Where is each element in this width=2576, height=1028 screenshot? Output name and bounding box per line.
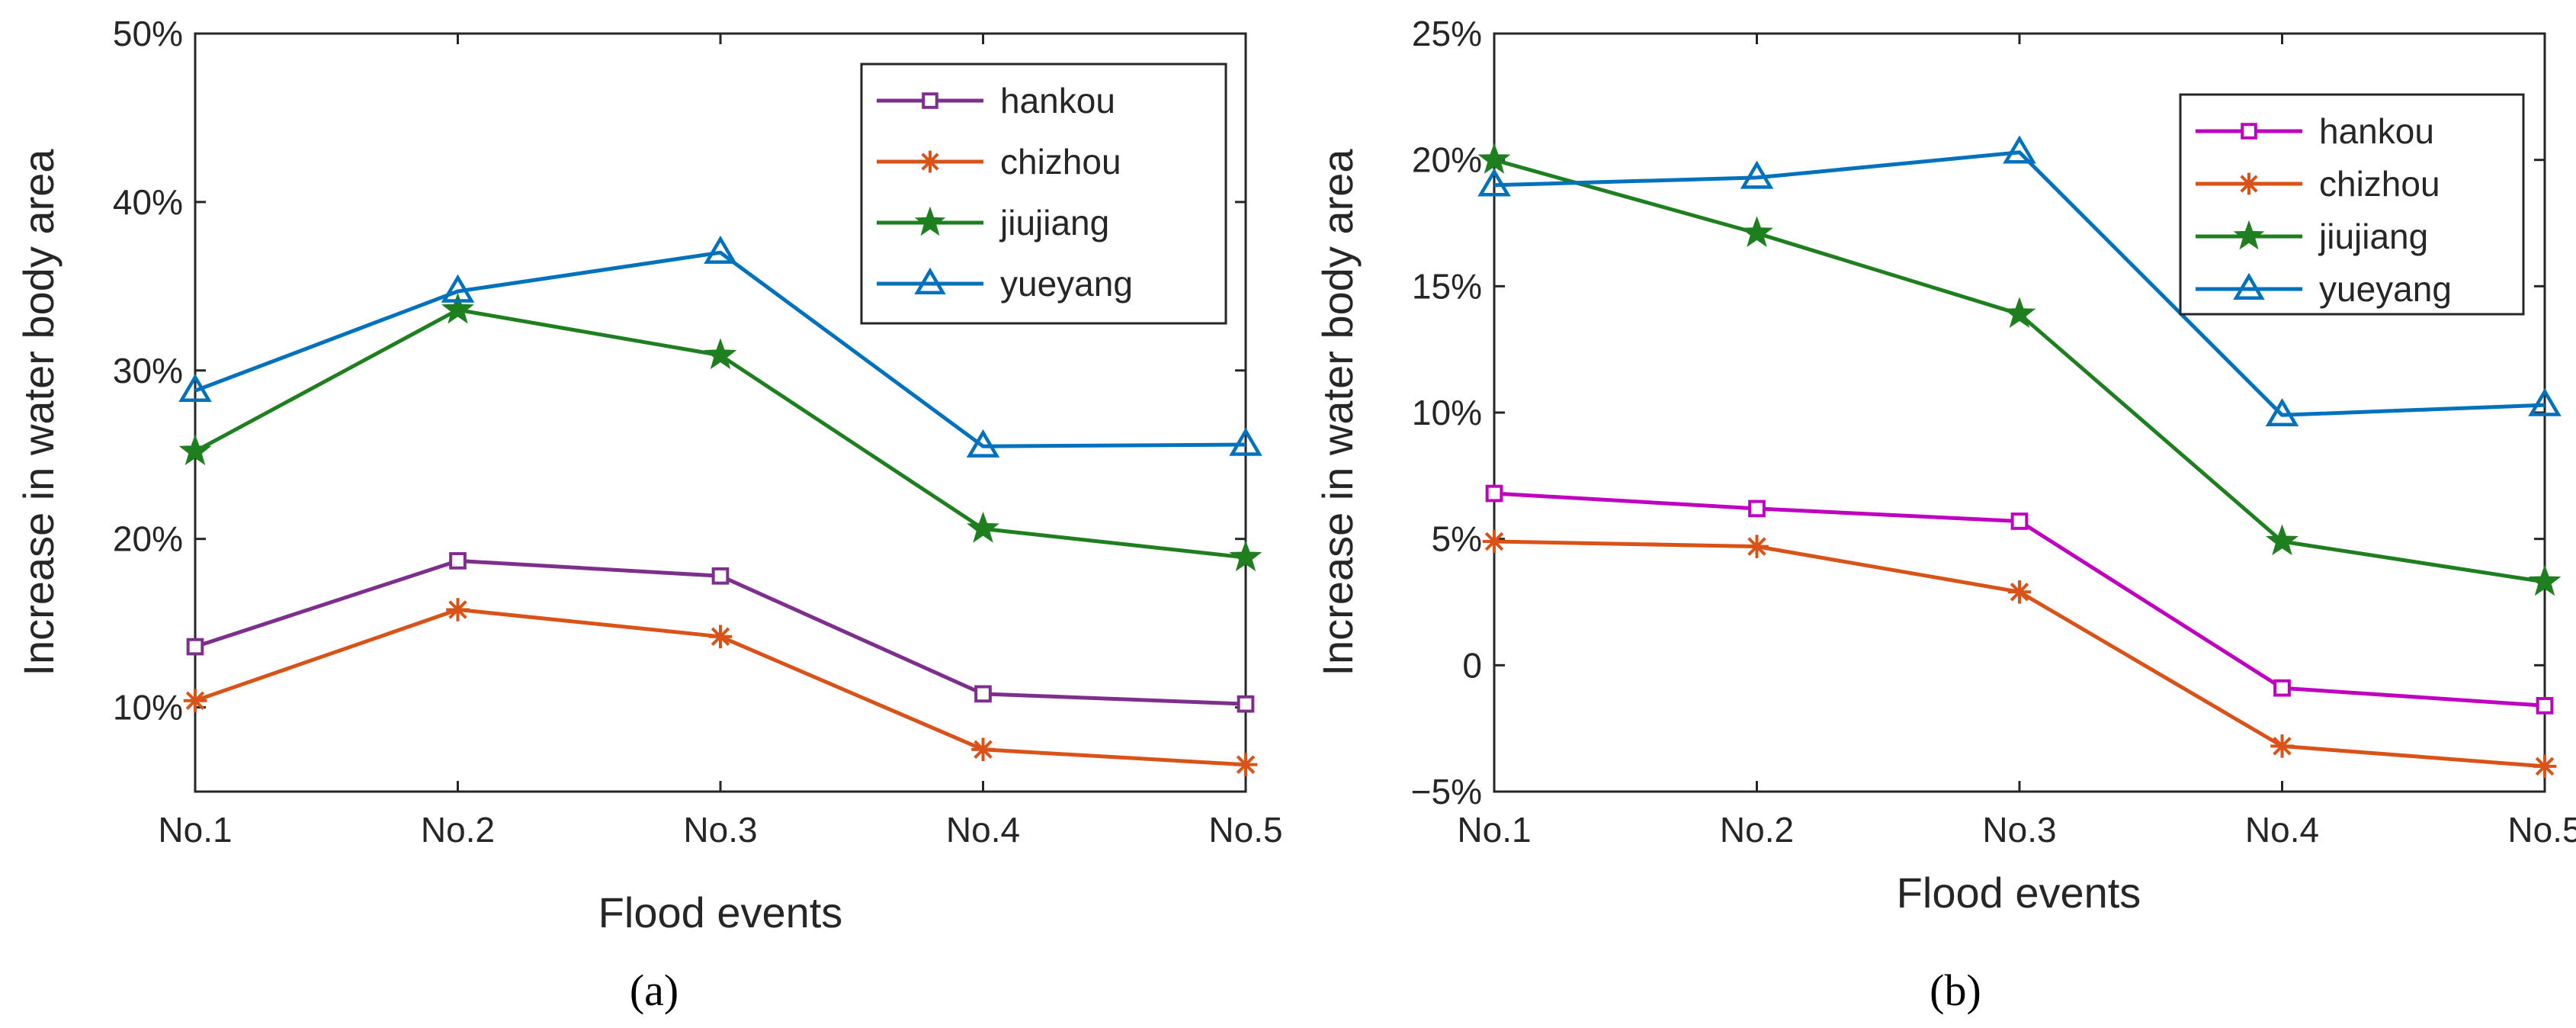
- data-point-yueyang: [2528, 387, 2562, 416]
- legend-a: hankou chizhou jiujiang yueyang: [860, 63, 1227, 325]
- panel-label-a: (a): [630, 965, 678, 1015]
- data-point-chizhou: [2007, 580, 2032, 604]
- data-point-yueyang: [2265, 398, 2299, 427]
- x-tick-label: No.3: [1982, 810, 2056, 850]
- data-point-chizhou: [971, 737, 995, 762]
- legend-label-yueyang: yueyang: [1000, 264, 1133, 304]
- y-tick-label: 40%: [113, 182, 183, 222]
- panel-label-b: (b): [1930, 965, 1981, 1015]
- data-point-hankou: [449, 552, 467, 570]
- data-point-jiujiang: [1740, 216, 1773, 248]
- legend-marker-yueyang: [2233, 272, 2265, 300]
- data-point-jiujiang: [2528, 564, 2562, 596]
- data-point-yueyang: [1740, 160, 1774, 189]
- data-point-jiujiang: [1229, 540, 1262, 572]
- y-tick-label: 20%: [113, 519, 183, 559]
- legend-marker-chizhou: [2238, 172, 2260, 195]
- y-tick-label: 20%: [1412, 140, 1482, 180]
- x-tick-label: No.3: [683, 810, 757, 850]
- y-tick-label: −5%: [1411, 772, 1482, 811]
- chart-panel-a: 10% 20% 30% 40% 50% No.1 No.2 No.3 No.4 No.5 han…: [14, 14, 1283, 1015]
- data-point-yueyang: [704, 235, 737, 264]
- data-point-chizhou: [1745, 535, 1769, 558]
- x-tick-label: No.5: [2507, 810, 2576, 850]
- data-point-yueyang: [2003, 135, 2036, 164]
- y-tick-label: 10%: [1412, 393, 1482, 432]
- data-point-jiujiang: [178, 434, 212, 465]
- series-line-yueyang: [1493, 150, 2546, 417]
- x-tick-label: No.1: [1457, 810, 1531, 850]
- x-tick-label: No.4: [946, 810, 1020, 850]
- y-tick-label: 50%: [113, 14, 183, 53]
- data-point-hankou: [1237, 695, 1255, 713]
- x-axis-label-b: Flood events: [1897, 869, 2141, 917]
- data-point-chizhou: [1233, 753, 1258, 776]
- x-tick-label: No.4: [2245, 810, 2319, 850]
- x-tick-label: No.2: [421, 810, 495, 850]
- data-point-jiujiang: [967, 511, 999, 543]
- x-tick-label: No.5: [1208, 810, 1282, 850]
- data-point-chizhou: [2533, 754, 2557, 779]
- x-tick-label: No.1: [158, 810, 232, 850]
- legend-label-jiujiang: jiujiang: [999, 203, 1109, 243]
- legend-marker-chizhou: [919, 150, 942, 173]
- series-line-yueyang: [194, 250, 1246, 448]
- data-point-hankou: [2536, 696, 2554, 715]
- legend-label-hankou: hankou: [1000, 81, 1115, 120]
- legend-label-yueyang: yueyang: [2319, 269, 2452, 309]
- data-point-jiujiang: [2003, 297, 2036, 328]
- legend-label-chizhou: chizhou: [2319, 164, 2440, 204]
- legend-label-jiujiang: jiujiang: [2318, 217, 2428, 256]
- x-axis-label-a: Flood events: [598, 888, 843, 936]
- series-b: [1477, 135, 2562, 779]
- y-ticks-a: 10% 20% 30% 40% 50%: [113, 14, 1246, 728]
- legend-marker-hankou: [2241, 123, 2257, 140]
- data-point-jiujiang: [704, 338, 737, 370]
- legend-b: hankou chizhou jiujiang yueyang: [2179, 93, 2525, 316]
- series-a: [178, 235, 1262, 776]
- data-point-yueyang: [1477, 168, 1511, 197]
- data-point-yueyang: [441, 274, 475, 303]
- data-point-hankou: [186, 638, 204, 656]
- x-ticks-a: No.1 No.2 No.3 No.4 No.5: [158, 34, 1283, 850]
- x-ticks-b: No.1 No.2 No.3 No.4 No.5: [1457, 34, 2576, 850]
- data-point-jiujiang: [441, 292, 474, 324]
- data-point-chizhou: [1482, 529, 1506, 554]
- legend-marker-jiujiang: [2233, 220, 2265, 250]
- data-point-hankou: [1485, 484, 1503, 503]
- data-point-hankou: [2273, 679, 2291, 697]
- data-point-chizhou: [2270, 734, 2294, 758]
- legend-label-hankou: hankou: [2319, 111, 2434, 151]
- data-point-hankou: [711, 567, 730, 585]
- data-point-yueyang: [178, 373, 212, 403]
- y-tick-label: 5%: [1432, 519, 1482, 559]
- data-point-chizhou: [708, 625, 733, 649]
- y-tick-label: 0: [1462, 645, 1482, 685]
- data-point-jiujiang: [1477, 143, 1511, 174]
- legend-marker-yueyang: [914, 267, 946, 295]
- data-point-chizhou: [446, 598, 470, 622]
- y-tick-label: 10%: [113, 688, 183, 728]
- data-point-jiujiang: [2266, 524, 2299, 556]
- legend-marker-jiujiang: [914, 206, 946, 236]
- data-point-yueyang: [1229, 427, 1262, 456]
- y-axis-label-b: Increase in water body area: [1314, 149, 1362, 676]
- y-tick-label: 15%: [1412, 266, 1482, 306]
- y-tick-label: 30%: [113, 351, 183, 390]
- data-point-yueyang: [966, 429, 1000, 458]
- data-point-chizhou: [183, 689, 207, 713]
- y-tick-label: 25%: [1412, 14, 1482, 53]
- data-point-hankou: [2010, 512, 2029, 530]
- data-point-hankou: [1748, 500, 1766, 518]
- data-point-hankou: [974, 685, 992, 703]
- chart-panel-b: −5%05%10%15%20%25% No.1 No.2 No.3 No.4 No.5 …: [1314, 14, 2576, 1015]
- y-ticks-b: −5% 0 5% 10% 15% 20% 25%: [1411, 14, 2545, 811]
- x-tick-label: No.2: [1720, 810, 1794, 850]
- y-axis-label-a: Increase in water body area: [14, 149, 63, 676]
- legend-label-chizhou: chizhou: [1000, 142, 1121, 182]
- legend-marker-hankou: [922, 92, 938, 109]
